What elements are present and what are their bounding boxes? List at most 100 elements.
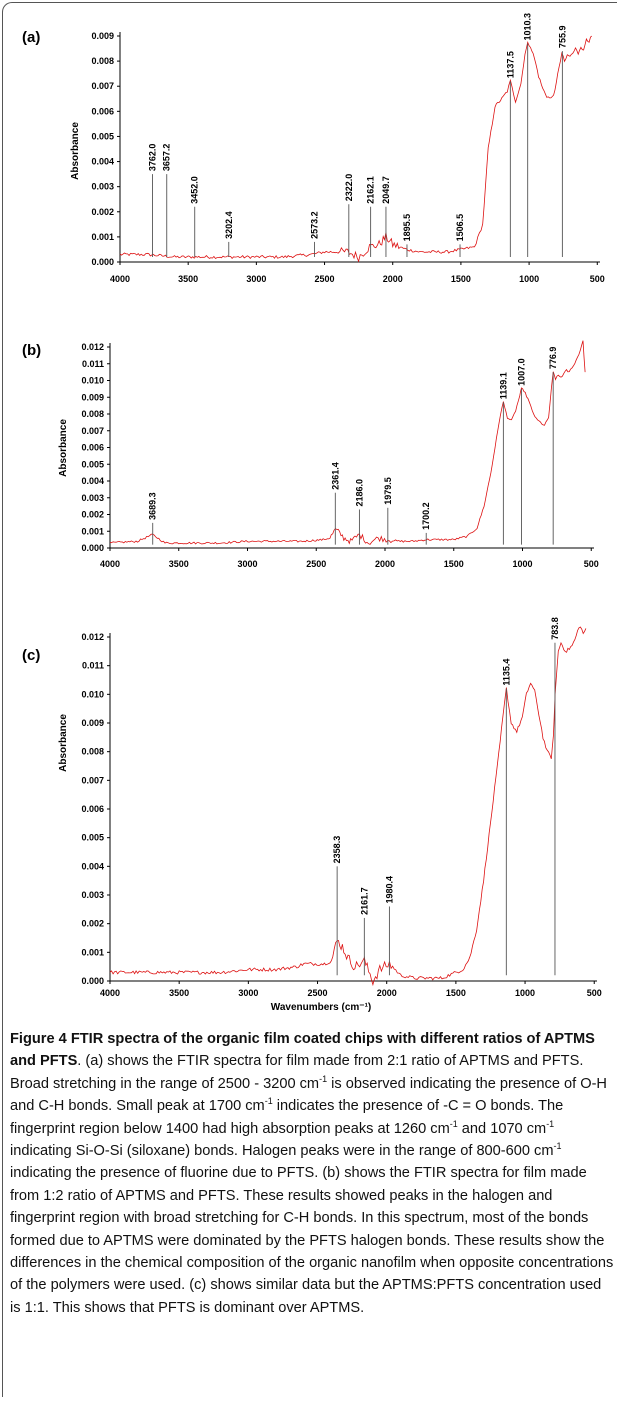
y-tick-label: 0.009 [91,31,114,41]
panel-b: (b) Absorbance 0.000 0.001 0.002 0.003 0.004… [22,340,599,569]
peak-label: 1135.4 [501,659,511,686]
caption-title: Figure 4 FTIR spectra of the organic fil… [10,1031,595,1070]
y-tick-label: 0.001 [81,526,104,536]
y-tick-label: 0.008 [91,56,114,66]
peak-label: 776.9 [548,347,558,370]
y-tick-label: 0.002 [81,919,104,929]
caption-superscript: -1 [449,1118,458,1129]
peak-label: 783.8 [550,617,560,640]
x-tick-label: 2500 [306,559,326,569]
y-tick-label: 0.010 [81,376,104,386]
y-tick-label: 0.001 [81,947,104,957]
y-axis-label-b: Absorbance [58,419,69,477]
x-tick-label: 2000 [383,274,403,284]
peak-label: 3689.3 [148,492,158,520]
x-tick-label: 3500 [178,274,198,284]
y-tick-label: 0.007 [81,775,104,785]
y-tick-label: 0.000 [81,543,104,553]
x-tick-label: 1500 [446,988,466,998]
x-tick-label: 3000 [246,274,266,284]
y-tick-label: 0.006 [81,804,104,814]
caption-superscript: -1 [264,1096,273,1107]
peak-label: 2361.4 [330,462,340,490]
peak-label: 2573.2 [310,211,320,239]
caption-text: and 1070 cm [457,1120,547,1137]
x-tick-label: 4000 [100,988,120,998]
y-tick-label: 0.005 [81,459,104,469]
x-tick-label: 1500 [451,274,471,284]
y-axis-label-c: Absorbance [58,714,69,772]
caption-text: . (a) shows the FTIR spectra for film ma… [10,1053,584,1092]
peak-label: 2322.0 [344,174,354,202]
y-tick-label: 0.003 [81,493,104,503]
peak-label: 3657.2 [162,144,172,172]
y-tick-label: 0.010 [81,689,104,699]
y-tick-label: 0.009 [81,392,104,402]
y-tick-label: 0.012 [81,632,104,642]
x-tick-label: 3500 [169,559,189,569]
y-tick-label: 0.006 [81,443,104,453]
y-tick-label: 0.005 [81,833,104,843]
y-tick-label: 0.002 [81,510,104,520]
caption-text: indicates the presence of -C = O bonds. … [10,1098,564,1137]
x-tick-label: 500 [584,559,599,569]
x-tick-label: 1500 [444,559,464,569]
x-tick-label: 4000 [100,559,120,569]
y-tick-label: 0.002 [91,207,114,217]
peak-label: 755.9 [557,26,567,49]
spectrum-trace-c [109,626,587,987]
peak-label: 3762.0 [147,144,157,172]
peak-label: 1007.0 [517,358,527,386]
peak-label: 2162.1 [366,176,376,204]
y-tick-label: 0.001 [91,232,114,242]
caption-text: indicating Si-O-Si (siloxane) bonds. Hal… [10,1143,554,1160]
panel-c: (c) Absorbance Wavenumbers (cm⁻¹) 0.000 0… [22,617,602,1013]
x-tick-label: 1000 [512,559,532,569]
peak-label: 1010.3 [523,13,533,41]
y-tick-label: 0.007 [91,81,114,91]
y-axis-label-a: Absorbance [70,122,81,180]
x-tick-label: 3000 [238,988,258,998]
caption-superscript: -1 [546,1118,555,1129]
y-tick-label: 0.009 [81,718,104,728]
x-tick-label: 2000 [375,559,395,569]
y-tick-label: 0.000 [91,257,114,267]
y-tick-label: 0.004 [91,157,114,167]
y-tick-label: 0.011 [82,359,104,369]
spectrum-trace-b [109,340,586,545]
x-tick-label: 1000 [515,988,535,998]
x-tick-label: 3000 [237,559,257,569]
y-tick-label: 0.004 [81,476,104,486]
peak-label: 1139.1 [498,372,508,399]
x-tick-label: 3500 [169,988,189,998]
caption-superscript: -1 [319,1073,328,1084]
x-tick-label: 1000 [519,274,539,284]
spectrum-trace-a [119,35,593,263]
x-tick-label: 2000 [377,988,397,998]
x-tick-label: 2500 [315,274,335,284]
y-tick-label: 0.003 [81,890,104,900]
peak-label: 2161.7 [359,887,369,915]
y-tick-label: 0.011 [82,661,104,671]
caption-text: is observed indicating the presence of O… [10,1075,607,1115]
y-tick-label: 0.008 [81,409,104,419]
y-tick-label: 0.006 [91,106,114,116]
panel-label-b: (b) [22,342,41,359]
peak-label: 1700.2 [421,502,431,530]
peak-label: 1895.5 [402,214,412,242]
peak-label: 2358.3 [332,836,342,864]
ftir-figure: (a) Absorbance 0.000 0.001 0.002 0.003 0.004… [22,13,605,1013]
y-tick-label: 0.003 [91,182,114,192]
peak-label: 2186.0 [354,479,364,507]
x-tick-label: 500 [587,988,602,998]
peak-label: 1980.4 [384,876,394,904]
y-tick-label: 0.008 [81,747,104,757]
y-tick-label: 0.000 [81,976,104,986]
x-tick-label: 2500 [308,988,328,998]
peak-label: 3202.4 [224,211,234,239]
figure-caption: Figure 4 FTIR spectra of the organic fil… [10,1028,614,1319]
panel-label-c: (c) [22,647,40,664]
peak-label: 3452.0 [190,176,200,204]
peak-label: 2049.7 [381,176,391,204]
caption-text: indicating the presence of fluorine due … [10,1165,614,1316]
